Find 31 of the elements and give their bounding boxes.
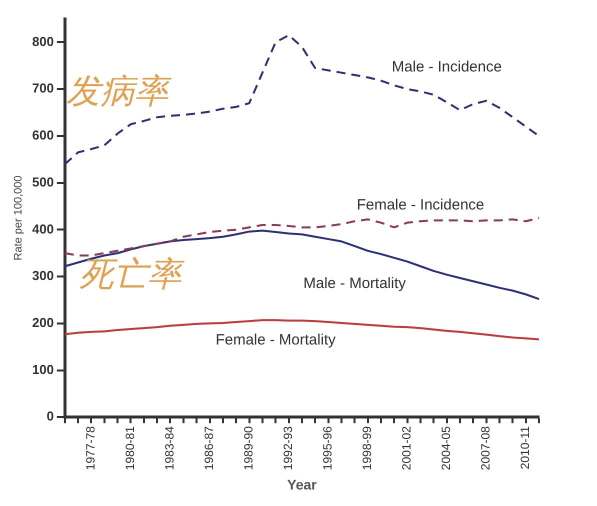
series-label: Male - Incidence xyxy=(392,58,502,76)
x-tick-label: 1977-78 xyxy=(84,426,98,470)
y-axis-title: Rate per 100,000 xyxy=(12,175,25,260)
annotation: 发病率 xyxy=(66,72,173,112)
series-label: Female - Incidence xyxy=(356,196,484,214)
y-tick-label: 500 xyxy=(32,174,54,190)
y-tick-label: 200 xyxy=(32,315,54,330)
series-label: Female - Mortality xyxy=(216,331,336,348)
y-tick-label: 700 xyxy=(32,80,54,96)
x-axis-title: Year xyxy=(287,476,318,492)
y-tick-label: 300 xyxy=(32,268,54,284)
line-series xyxy=(64,216,540,256)
y-tick-label: 0 xyxy=(46,408,54,424)
x-tick-label: 1992-93 xyxy=(281,426,296,470)
y-tick-label: 800 xyxy=(32,34,54,49)
x-tick-label: 1998-99 xyxy=(360,426,374,470)
x-tick-label: 1980-81 xyxy=(123,426,138,470)
x-tick-label: 1989-90 xyxy=(242,426,256,470)
x-tick-label: 2001-02 xyxy=(400,426,414,470)
x-tick-label: 2004-05 xyxy=(439,426,454,470)
y-tick-label: 400 xyxy=(32,221,54,236)
line-series xyxy=(64,34,540,166)
x-tick-label: 1986-87 xyxy=(202,426,216,470)
x-tick-label: 1995-96 xyxy=(320,426,335,470)
series-label: Male - Mortality xyxy=(303,275,406,292)
x-tick-label: 1983-84 xyxy=(162,426,177,470)
x-tick-label: 2007-08 xyxy=(478,426,493,470)
x-tick-label: 2010-11 xyxy=(518,426,532,470)
y-tick-label: 100 xyxy=(32,362,54,377)
annotation: 死亡率 xyxy=(80,254,186,294)
y-tick-label: 600 xyxy=(32,128,54,143)
